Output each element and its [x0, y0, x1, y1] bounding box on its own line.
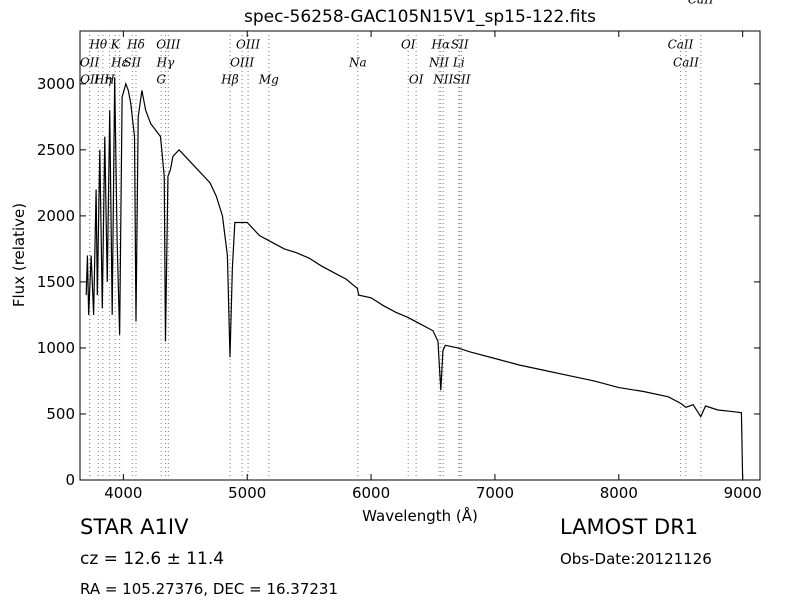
y-tick-label: 2000 — [37, 207, 75, 225]
coordinates: RA = 105.27376, DEC = 16.37231 — [80, 580, 338, 598]
plot-frame — [79, 30, 761, 481]
spectral-line-label: Hδ — [126, 38, 145, 52]
spectral-line-label: OII — [80, 56, 100, 70]
spectral-line-label: K — [110, 38, 121, 52]
object-class: STAR A1IV — [80, 515, 189, 539]
x-tick-label: 5000 — [228, 484, 266, 502]
spectral-line-label: Hε — [110, 56, 128, 70]
spectral-line-label: Hη — [93, 73, 112, 87]
spectral-line-label: Hθ — [88, 38, 107, 52]
y-axis-label: Flux (relative) — [10, 203, 28, 307]
y-tick-label: 0 — [65, 471, 75, 489]
y-tick-label: 2500 — [37, 141, 75, 159]
spectral-line-label: Mg — [258, 73, 279, 87]
spectral-line-label: NII — [432, 73, 453, 87]
y-tick-label: 500 — [46, 405, 75, 423]
y-tick-label: 1500 — [37, 273, 75, 291]
x-tick-label: 8000 — [600, 484, 638, 502]
spectral-line-label: NII — [428, 56, 449, 70]
chart-title: spec-56258-GAC105N15V1_sp15-122.fits — [244, 7, 596, 27]
spectral-line-label: SII — [453, 73, 471, 87]
spectral-line-label: SII — [123, 56, 141, 70]
spectral-line-label: H — [103, 73, 115, 87]
x-tick-label: 6000 — [352, 484, 390, 502]
x-tick-label: 4000 — [104, 484, 142, 502]
spectral-line-label: Hβ — [220, 73, 238, 87]
x-tick-label: 7000 — [476, 484, 514, 502]
y-tick-label: 1000 — [37, 339, 75, 357]
spectrum-line — [85, 77, 744, 481]
obs-date: Obs-Date:20121126 — [560, 550, 712, 568]
spectral-line-label: Li — [452, 56, 465, 70]
spectral-line-label: OI — [409, 73, 424, 87]
y-tick-label: 3000 — [37, 75, 75, 93]
spectral-line-label: OIII — [236, 38, 260, 52]
survey: LAMOST DR1 — [560, 515, 698, 539]
spectral-line-label: Hγ — [156, 56, 175, 70]
spectral-line-label: CaII — [673, 56, 699, 70]
spectral-line-label: OIII — [156, 38, 180, 52]
spectral-line-label: SII — [451, 38, 469, 52]
x-axis-label: Wavelength (Å) — [362, 506, 478, 525]
spectral-line-label: Na — [348, 56, 367, 70]
redshift: cz = 12.6 ± 11.4 — [80, 549, 224, 569]
spectral-line-label: OIII — [230, 56, 254, 70]
spectral-line-label: OII — [80, 73, 100, 87]
spectral-line-label: OI — [401, 38, 416, 52]
spectral-line-label: Hα — [431, 38, 451, 52]
spectral-line-label: CaII — [668, 38, 694, 52]
spectral-line-label: G — [156, 73, 166, 87]
spectral-line-label: CaII — [688, 0, 714, 7]
x-tick-label: 9000 — [724, 484, 762, 502]
